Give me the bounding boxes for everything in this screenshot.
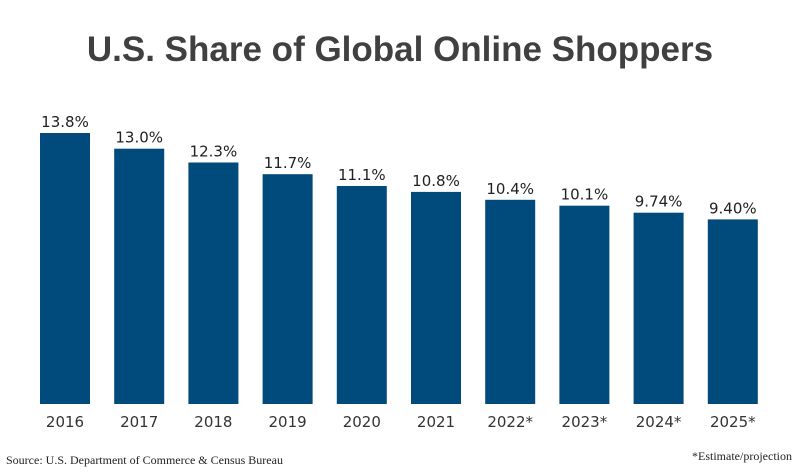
value-label: 10.4% (486, 180, 534, 198)
chart-title: U.S. Share of Global Online Shoppers (86, 30, 714, 69)
bar-2019 (262, 174, 313, 404)
value-label: 13.0% (115, 129, 163, 147)
value-label: 10.1% (561, 186, 609, 204)
bar-2020 (336, 186, 387, 404)
x-tick-label: 2020 (343, 413, 381, 431)
bar-2023-estimate (559, 205, 610, 404)
x-axis-ticks: 2016 2017 2018 2019 2020 2021 2022* 2023* 2024* 2… (46, 413, 756, 431)
x-tick-label: 2023* (562, 413, 608, 431)
x-tick-label: 2022* (487, 413, 533, 431)
value-label: 11.1% (338, 166, 386, 184)
x-tick-label: 2025* (710, 413, 756, 431)
x-tick-label: 2021 (417, 413, 455, 431)
value-labels-group: 13.8% 13.0% 12.3% 11.7% 11.1% 10.8% 10.4% 10.1%… (41, 113, 756, 217)
footnote: *Estimate/projection (692, 449, 792, 463)
source-note: Source: U.S. Department of Commerce & Ce… (6, 453, 283, 467)
value-label: 13.8% (41, 113, 89, 131)
x-tick-label: 2017 (120, 413, 158, 431)
x-tick-label: 2018 (194, 413, 232, 431)
bar-2024-estimate (633, 212, 684, 404)
x-tick-label: 2019 (269, 413, 307, 431)
value-label: 12.3% (190, 143, 238, 161)
value-label: 11.7% (264, 154, 312, 172)
value-label: 9.74% (635, 193, 683, 211)
bars-group (40, 133, 758, 404)
bar-2022-estimate (485, 199, 536, 404)
x-tick-label: 2024* (636, 413, 682, 431)
bar-2018 (188, 162, 239, 404)
value-label: 9.40% (709, 199, 757, 217)
bar-2016 (40, 133, 90, 404)
bar-2017 (114, 148, 165, 404)
bar-2021 (411, 191, 461, 404)
value-label: 10.8% (412, 172, 460, 190)
bar-2025-estimate (707, 219, 758, 404)
x-tick-label: 2016 (46, 413, 84, 431)
